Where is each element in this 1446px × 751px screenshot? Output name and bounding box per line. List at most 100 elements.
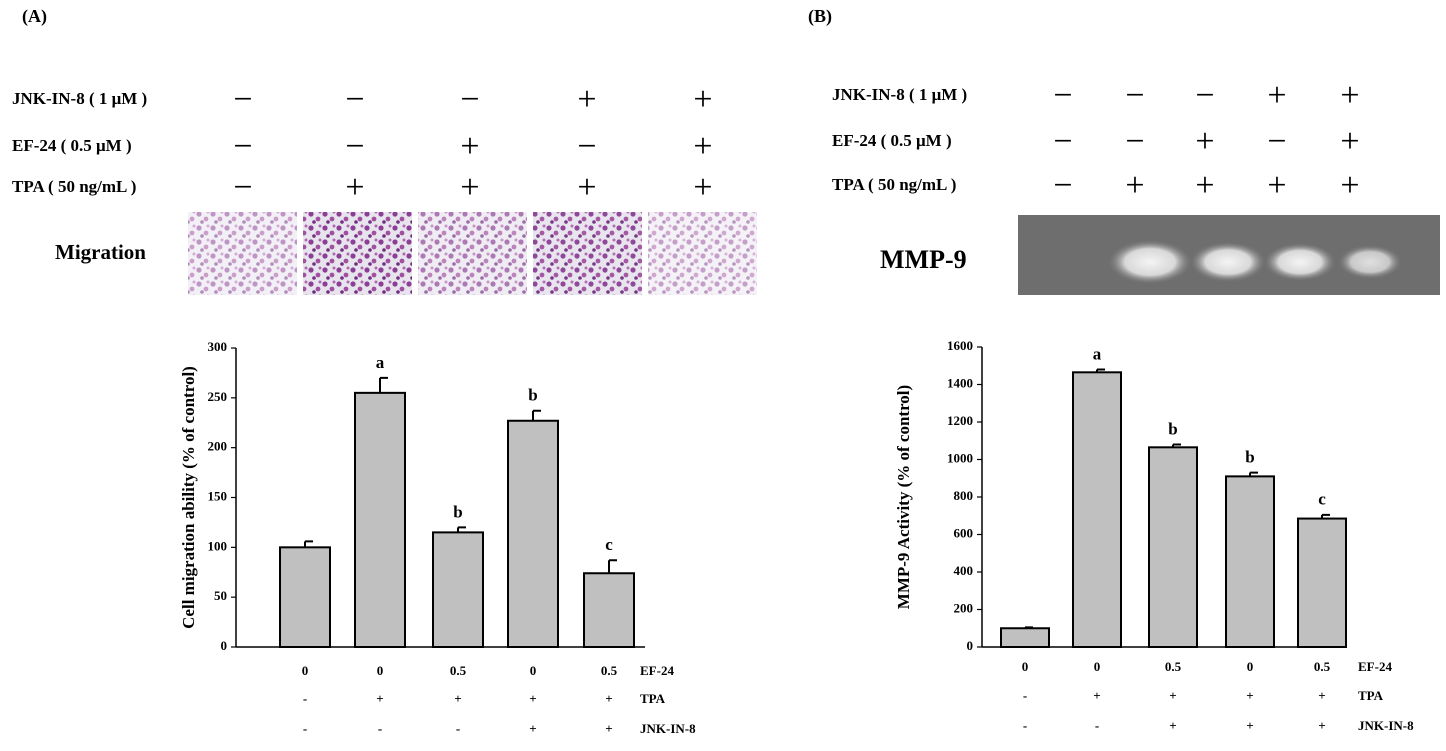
treatment-symbol: +: [577, 169, 596, 206]
y-tick-label: 200: [954, 600, 974, 615]
error-bar: [304, 540, 313, 548]
bar: [354, 391, 406, 648]
gel-image: [1018, 215, 1440, 295]
category-label: +: [605, 721, 612, 736]
y-tick-label: 300: [208, 339, 228, 354]
significance-letter: c: [605, 535, 613, 554]
bar: [583, 572, 635, 648]
treatment-symbol: −: [233, 169, 252, 206]
treatment-symbol: +: [1267, 77, 1286, 114]
category-label: -: [303, 691, 307, 706]
error-bar: [1321, 513, 1330, 519]
treatment-symbol: −: [1125, 77, 1144, 114]
panel-label: (B): [808, 6, 832, 27]
y-tick-label: 1200: [947, 413, 973, 428]
migration-image: [303, 212, 412, 295]
category-label: +: [454, 691, 461, 706]
gel-band: [1264, 243, 1336, 281]
treatment-label: EF-24 ( 0.5 μM ): [12, 136, 132, 155]
category-label: +: [1093, 688, 1100, 703]
category-label: +: [529, 721, 536, 736]
category-label: +: [1318, 688, 1325, 703]
category-label: -: [1023, 688, 1027, 703]
treatment-symbol: −: [1053, 123, 1072, 160]
category-label: +: [1169, 688, 1176, 703]
error-bar: [1024, 626, 1033, 629]
y-tick-label: 50: [214, 588, 227, 603]
treatment-symbol: −: [577, 128, 596, 165]
error-bar: [608, 559, 617, 574]
category-label: -: [378, 721, 382, 736]
category-label: 0: [1247, 659, 1254, 674]
category-label: +: [376, 691, 383, 706]
treatment-symbol: +: [1340, 123, 1359, 160]
gel-band: [1108, 240, 1192, 284]
treatment-symbol: +: [1340, 167, 1359, 204]
bar: [1225, 475, 1275, 648]
significance-letter: a: [376, 353, 385, 372]
significance-letter: b: [1168, 419, 1177, 438]
treatment-symbol: +: [693, 81, 712, 118]
treatment-symbol: −: [233, 128, 252, 165]
image-label: Migration: [55, 240, 146, 264]
treatment-label: TPA ( 50 ng/mL ): [12, 177, 136, 196]
treatment-symbol: −: [233, 81, 252, 118]
migration-image: [188, 212, 297, 295]
y-tick-label: 800: [954, 488, 974, 503]
gel-band: [1338, 245, 1402, 279]
migration-image: [533, 212, 642, 295]
migration-images: [188, 212, 757, 295]
bar: [279, 546, 331, 648]
category-row-name: JNK-IN-8: [640, 721, 696, 736]
y-axis-label: MMP-9 Activity (% of control): [894, 385, 913, 609]
panel-label: (A): [22, 6, 47, 27]
category-label: 0.5: [601, 663, 618, 678]
error-bar: [457, 526, 466, 533]
significance-letter: c: [1318, 490, 1326, 509]
category-label: +: [1246, 688, 1253, 703]
error-bar: [1249, 471, 1258, 477]
treatment-symbol: +: [1340, 77, 1359, 114]
category-label: 0: [1094, 659, 1101, 674]
bar: [1072, 371, 1122, 648]
bar: [432, 531, 484, 649]
category-label: -: [303, 721, 307, 736]
category-label: -: [1095, 718, 1099, 733]
treatment-symbol: −: [1125, 123, 1144, 160]
treatment-symbol: −: [345, 128, 364, 165]
treatment-symbol: +: [577, 81, 596, 118]
treatment-symbol: −: [1195, 77, 1214, 114]
category-label: 0: [530, 663, 537, 678]
category-label: +: [529, 691, 536, 706]
treatment-symbol: +: [345, 169, 364, 206]
migration-image: [418, 212, 527, 295]
category-label: +: [605, 691, 612, 706]
bar: [1297, 517, 1347, 648]
y-tick-label: 100: [208, 538, 228, 553]
error-bar: [532, 409, 541, 421]
significance-letter: b: [528, 386, 537, 405]
treatment-symbol: −: [1267, 123, 1286, 160]
category-label: +: [1169, 718, 1176, 733]
y-tick-label: 1000: [947, 450, 973, 465]
treatment-symbol: +: [1195, 167, 1214, 204]
treatment-label: JNK-IN-8 ( 1 μM ): [832, 85, 967, 104]
gel-band: [1190, 242, 1266, 282]
y-tick-label: 250: [208, 389, 228, 404]
treatment-label: JNK-IN-8 ( 1 μM ): [12, 89, 147, 108]
error-bar: [1172, 443, 1181, 448]
category-label: 0: [302, 663, 309, 678]
treatment-symbol: +: [1267, 167, 1286, 204]
bar: [1000, 627, 1050, 648]
y-tick-label: 400: [954, 563, 974, 578]
y-axis-label: Cell migration ability (% of control): [179, 366, 198, 629]
error-bar: [1096, 368, 1105, 373]
y-tick-label: 1600: [947, 338, 973, 353]
treatment-symbol: −: [460, 81, 479, 118]
treatment-label: TPA ( 50 ng/mL ): [832, 175, 956, 194]
y-tick-label: 0: [221, 638, 228, 653]
category-label: 0.5: [450, 663, 467, 678]
category-label: 0.5: [1314, 659, 1331, 674]
category-row-name: JNK-IN-8: [1358, 718, 1414, 733]
